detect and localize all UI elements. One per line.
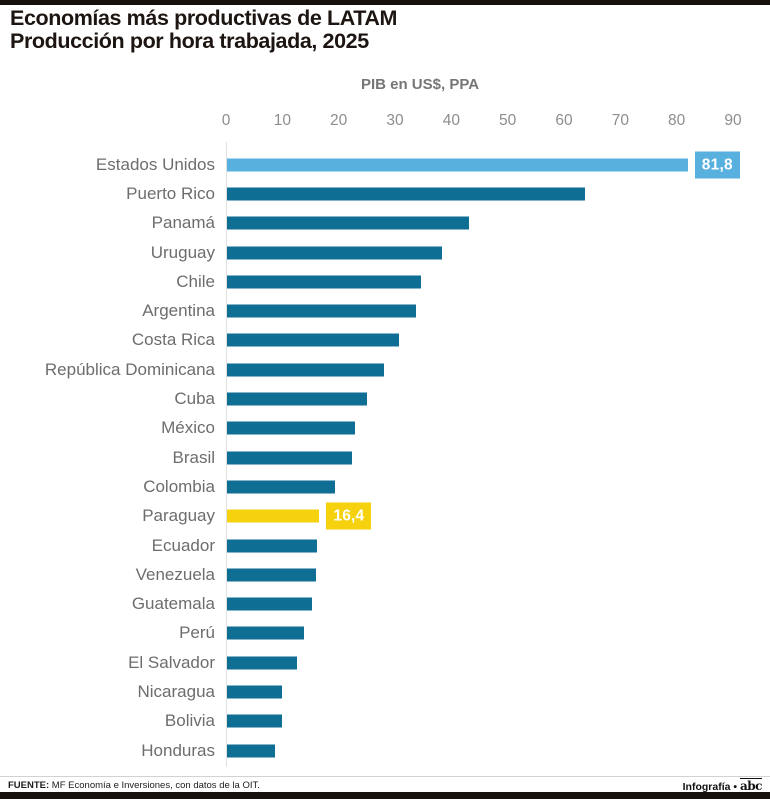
bar [227,539,318,552]
source-detail: MF Economía e Inversiones, con datos de … [49,780,260,791]
bar-row: México [0,414,770,443]
bar [227,509,320,523]
title-block: Economías más productivas de LATAM Produ… [10,7,397,53]
bar-row: Guatemala [0,589,770,618]
bar [227,392,367,406]
x-tick-label: 0 [221,112,231,129]
bar-row: Brasil [0,443,770,472]
country-label: Puerto Rico [126,183,215,203]
bar-rows: Estados Unidos 81,8 Puerto Rico Panamá Urugu… [0,150,770,765]
value-chip: 16,4 [326,502,372,530]
x-tick-label: 70 [611,112,629,129]
bar [227,685,283,699]
country-label: Honduras [141,740,215,760]
bar-row: Ecuador [0,531,770,560]
credit-text: Infografía • abc [682,779,763,793]
bar [227,275,422,289]
country-label: Chile [176,271,215,291]
country-label: Colombia [143,476,215,496]
bar-row: Honduras [0,736,770,765]
bar-row: Panamá [0,209,770,238]
source-label: FUENTE: [8,780,50,791]
abc-logo: abc [740,779,762,793]
bar-row: Perú [0,619,770,648]
country-label: Paraguay [142,506,215,526]
bar-row: Bolivia [0,707,770,736]
bar-row: Venezuela [0,560,770,589]
bar [227,451,353,465]
chart-title: Economías más productivas de LATAM [10,6,398,30]
country-label: Costa Rica [131,330,215,350]
bar [227,333,399,347]
country-label: Nicaragua [137,681,216,701]
bar [227,480,336,494]
bar [227,363,385,377]
bar [227,744,276,758]
country-label: Perú [179,623,215,643]
bar [227,714,282,728]
bar [227,421,355,435]
country-label: Argentina [142,301,215,321]
x-tick-label: 90 [724,112,742,129]
value-chip: 81,8 [694,151,740,179]
bar [227,656,298,670]
x-tick-label: 30 [386,112,404,129]
bar-row: Uruguay [0,238,770,267]
x-tick-label: 10 [273,112,291,129]
bar [227,246,442,260]
bar [227,158,688,172]
country-label: Cuba [174,389,215,409]
country-label: Uruguay [150,242,215,262]
bar-row: Colombia [0,472,770,501]
bar-row: Paraguay 16,4 [0,502,770,531]
country-label: Bolivia [164,711,215,731]
bar-row: Costa Rica [0,326,770,355]
bar-row: República Dominicana [0,355,770,384]
bar [227,304,417,318]
credit-label: Infografía [682,781,731,793]
x-tick-label: 50 [499,112,517,129]
x-tick-label: 40 [442,112,460,129]
country-label: Guatemala [131,594,215,614]
country-label: Panamá [151,213,215,233]
x-tick-label: 80 [668,112,686,129]
bar [227,597,312,611]
country-label: Ecuador [151,535,215,555]
bar-row: Nicaragua [0,677,770,706]
bar [227,626,305,640]
chart-subtitle: Producción por hora trabajada, 2025 [10,29,369,53]
country-label: Venezuela [135,564,215,584]
y-axis-line [226,142,227,767]
bar-row: Chile [0,267,770,296]
country-label: El Salvador [128,652,215,672]
x-axis-title: PIB en US$, PPA [360,76,480,93]
x-tick-label: 20 [330,112,348,129]
country-label: República Dominicana [44,359,215,379]
bar-row: El Salvador [0,648,770,677]
x-tick-label: 60 [555,112,573,129]
bottom-rule [0,792,770,799]
source-text: FUENTE: MF Economía e Inversiones, con d… [8,780,260,791]
country-label: México [161,418,215,438]
country-label: Estados Unidos [95,154,215,174]
bar-row: Puerto Rico [0,179,770,208]
bar-row: Argentina [0,296,770,325]
footer: FUENTE: MF Economía e Inversiones, con d… [0,776,770,793]
country-label: Brasil [172,447,215,467]
bar-row: Estados Unidos 81,8 [0,150,770,179]
bar [227,568,316,582]
bar [227,216,469,230]
top-rule [0,0,770,5]
bar [227,187,585,201]
bar-row: Cuba [0,384,770,413]
credit-bullet: • [733,781,738,793]
